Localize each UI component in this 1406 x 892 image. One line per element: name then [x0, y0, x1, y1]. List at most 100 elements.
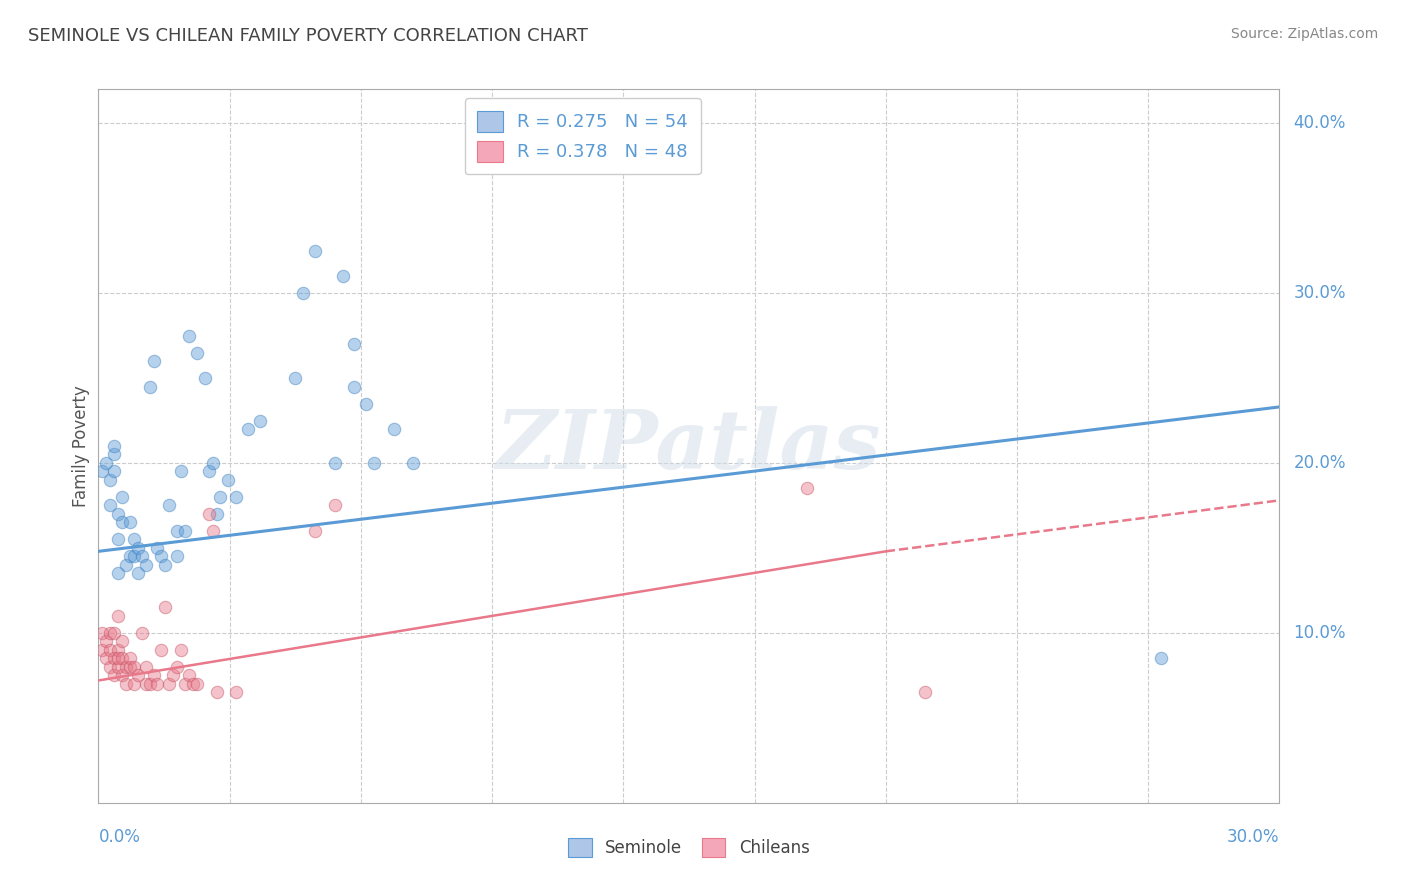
- Point: [118, 516, 141, 530]
- Point: [1150, 651, 1173, 665]
- Point: [194, 371, 217, 385]
- Point: [103, 668, 125, 682]
- Point: [91, 626, 114, 640]
- Text: Source: ZipAtlas.com: Source: ZipAtlas.com: [1230, 27, 1378, 41]
- Point: [111, 516, 134, 530]
- Point: [131, 549, 153, 564]
- Point: [135, 558, 157, 572]
- Point: [162, 668, 184, 682]
- Point: [343, 337, 366, 351]
- Point: [98, 499, 121, 513]
- Point: [343, 379, 366, 393]
- Point: [142, 668, 165, 682]
- Point: [91, 643, 114, 657]
- Point: [122, 677, 145, 691]
- Point: [170, 643, 193, 657]
- Point: [107, 651, 129, 665]
- Point: [98, 626, 121, 640]
- Point: [217, 473, 239, 487]
- Point: [96, 634, 118, 648]
- Point: [225, 685, 247, 699]
- Point: [107, 608, 129, 623]
- Point: [103, 626, 125, 640]
- Point: [186, 677, 208, 691]
- Point: [122, 549, 145, 564]
- Point: [127, 541, 149, 555]
- Point: [150, 643, 173, 657]
- Point: [201, 524, 224, 538]
- Point: [914, 685, 936, 699]
- Point: [201, 456, 224, 470]
- Point: [107, 660, 129, 674]
- Point: [138, 677, 160, 691]
- Point: [304, 524, 326, 538]
- Point: [155, 558, 177, 572]
- Point: [292, 286, 315, 301]
- Point: [91, 465, 114, 479]
- Point: [103, 448, 125, 462]
- Point: [170, 465, 193, 479]
- Point: [135, 677, 157, 691]
- Point: [209, 490, 232, 504]
- Point: [332, 269, 354, 284]
- Point: [205, 507, 228, 521]
- Text: 30.0%: 30.0%: [1227, 828, 1279, 846]
- Point: [304, 244, 326, 258]
- Point: [796, 482, 818, 496]
- Point: [107, 566, 129, 581]
- Point: [98, 473, 121, 487]
- Point: [127, 566, 149, 581]
- Text: 30.0%: 30.0%: [1294, 284, 1346, 302]
- Y-axis label: Family Poverty: Family Poverty: [72, 385, 90, 507]
- Point: [186, 345, 208, 359]
- Point: [249, 413, 271, 427]
- Point: [107, 507, 129, 521]
- Point: [146, 677, 169, 691]
- Point: [181, 677, 204, 691]
- Point: [111, 634, 134, 648]
- Point: [225, 490, 247, 504]
- Text: 40.0%: 40.0%: [1294, 114, 1346, 132]
- Point: [157, 677, 180, 691]
- Point: [131, 626, 153, 640]
- Point: [157, 499, 180, 513]
- Point: [115, 558, 138, 572]
- Point: [103, 439, 125, 453]
- Point: [150, 549, 173, 564]
- Point: [174, 677, 197, 691]
- Point: [107, 533, 129, 547]
- Point: [103, 465, 125, 479]
- Point: [98, 643, 121, 657]
- Point: [323, 456, 346, 470]
- Text: 10.0%: 10.0%: [1294, 624, 1346, 642]
- Legend: Seminole, Chileans: Seminole, Chileans: [560, 830, 818, 866]
- Point: [146, 541, 169, 555]
- Point: [177, 668, 200, 682]
- Point: [107, 643, 129, 657]
- Text: 0.0%: 0.0%: [98, 828, 141, 846]
- Point: [177, 328, 200, 343]
- Point: [166, 660, 188, 674]
- Point: [96, 456, 118, 470]
- Point: [174, 524, 197, 538]
- Text: SEMINOLE VS CHILEAN FAMILY POVERTY CORRELATION CHART: SEMINOLE VS CHILEAN FAMILY POVERTY CORRE…: [28, 27, 588, 45]
- Point: [402, 456, 425, 470]
- Point: [166, 549, 188, 564]
- Point: [135, 660, 157, 674]
- Point: [166, 524, 188, 538]
- Point: [111, 490, 134, 504]
- Point: [115, 660, 138, 674]
- Point: [118, 549, 141, 564]
- Text: ZIPatlas: ZIPatlas: [496, 406, 882, 486]
- Point: [111, 651, 134, 665]
- Point: [363, 456, 385, 470]
- Point: [118, 660, 141, 674]
- Point: [205, 685, 228, 699]
- Point: [354, 396, 377, 410]
- Point: [115, 677, 138, 691]
- Point: [197, 465, 219, 479]
- Text: 20.0%: 20.0%: [1294, 454, 1346, 472]
- Point: [127, 668, 149, 682]
- Point: [382, 422, 405, 436]
- Point: [138, 379, 160, 393]
